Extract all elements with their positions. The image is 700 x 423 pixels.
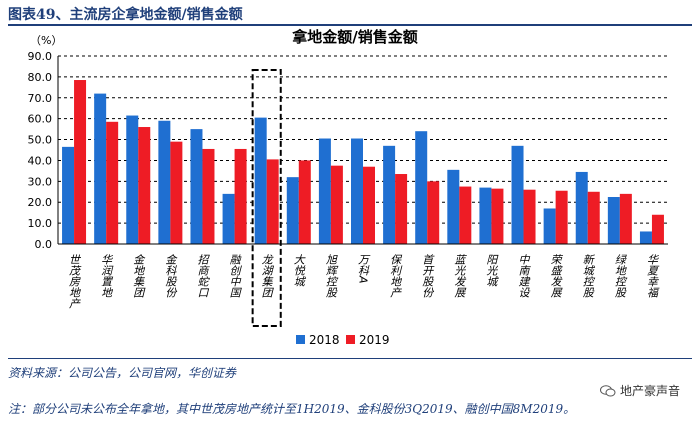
bar-2018-招商蛇口: [190, 129, 203, 244]
bar-2018-华润置地: [94, 93, 107, 244]
bar-2019-绿地控股: [619, 193, 632, 244]
x-tick-label: 蓝光发展: [452, 254, 466, 298]
x-tick-label: 荣盛发展: [549, 254, 563, 298]
x-tick-label: 华润置地: [99, 254, 113, 298]
bar-2019-融创中国: [234, 148, 247, 244]
x-axis-ticks: 世茂房地产 华润置地 金地集团 金科股份 招商蛇口 融创中国 龙湖集团 大悦城 旭辉控股 万科A 保…: [67, 254, 658, 309]
title-divider: [8, 24, 692, 26]
x-tick-label: 新城控股: [581, 254, 595, 298]
watermark: 地产豪声音: [599, 382, 680, 399]
x-tick-label: 万科A: [356, 254, 370, 284]
bar-2019-旭辉控股: [330, 165, 343, 244]
x-tick-label: 大悦城: [292, 254, 306, 287]
bar-2019-招商蛇口: [202, 148, 215, 244]
x-tick-label: 阳光城: [484, 254, 498, 287]
chart: 拿地金额/销售金额 （%） 0.0 10.0 20.0 30.0 40.0 50.0 60.…: [28, 28, 668, 347]
bar-2018-金地集团: [126, 115, 139, 245]
bar-2018-保利地产: [383, 145, 396, 244]
bar-2018-荣盛发展: [543, 208, 556, 244]
y-tick-label: 50.0: [28, 134, 53, 147]
wechat-icon: [599, 384, 616, 396]
bar-2019-万科A: [363, 166, 375, 244]
x-tick-label: 世茂房地产: [67, 254, 81, 309]
bar-2019-新城控股: [587, 191, 600, 244]
bar-2018-阳光城: [479, 187, 492, 244]
bar-2018-首开股份: [415, 131, 428, 244]
bar-2019-大悦城: [298, 160, 311, 244]
bar-2019-华夏幸福: [651, 214, 664, 244]
bar-2018-新城控股: [575, 171, 588, 244]
bar-2019-荣盛发展: [555, 190, 568, 244]
x-tick-label: 金科股份: [163, 254, 177, 298]
legend-label-2019: 2019: [359, 333, 390, 347]
legend-label-2018: 2018: [309, 333, 340, 347]
bar-2018-蓝光发展: [447, 169, 460, 244]
legend-swatch-2019: [346, 335, 355, 344]
bar-2018-绿地控股: [607, 197, 620, 244]
x-tick-label: 融创中国: [228, 254, 242, 298]
bar-2019-保利地产: [395, 174, 408, 244]
note-text: 注：部分公司未公布全年拿地，其中世茂房地产统计至1H2019、金科股份3Q201…: [8, 402, 576, 416]
bar-2018-龙湖集团: [254, 117, 267, 244]
y-tick-label: 30.0: [28, 175, 53, 188]
y-tick-label: 60.0: [28, 113, 53, 126]
bar-2018-中南建设: [511, 145, 524, 244]
x-tick-label: 华夏幸福: [645, 254, 659, 298]
bar-2018-华夏幸福: [639, 231, 652, 244]
bar-2018-世茂房地产: [62, 146, 75, 244]
bar-2018-融创中国: [222, 193, 235, 244]
y-tick-label: 10.0: [28, 217, 53, 230]
bar-2019-华润置地: [106, 121, 119, 244]
legend: 2018 2019: [296, 333, 390, 347]
bar-2019-世茂房地产: [74, 80, 87, 244]
x-tick-label: 保利地产: [388, 254, 402, 298]
bar-2018-大悦城: [286, 177, 299, 244]
y-axis-ticks: 0.0 10.0 20.0 30.0 40.0 50.0 60.0 70.0 80.0 90.0: [28, 50, 53, 251]
bar-2018-万科A: [351, 138, 363, 244]
x-tick-label: 旭辉控股: [324, 254, 338, 298]
x-tick-label: 招商蛇口: [195, 254, 209, 298]
bar-2019-首开股份: [427, 181, 440, 244]
x-tick-label: 龙湖集团: [260, 254, 274, 298]
x-tick-label: 金地集团: [131, 254, 145, 298]
bar-2019-阳光城: [491, 188, 504, 244]
y-tick-label: 20.0: [28, 196, 53, 209]
chart-title: 拿地金额/销售金额: [291, 28, 417, 46]
bar-2019-龙湖集团: [266, 159, 279, 244]
y-tick-label: 0.0: [35, 238, 53, 251]
x-tick-label: 中南建设: [517, 254, 531, 298]
figure-title: 图表49、主流房企拿地金额/销售金额: [8, 7, 243, 23]
x-tick-label: 首开股份: [420, 254, 434, 298]
bar-2018-金科股份: [158, 120, 171, 244]
bars: [62, 80, 664, 245]
y-tick-label: 80.0: [28, 71, 53, 84]
footer-divider: [8, 358, 692, 359]
bar-2019-中南建设: [523, 189, 536, 244]
y-tick-label: 40.0: [28, 154, 53, 167]
x-tick-label: 绿地控股: [613, 254, 627, 298]
source-text: 资料来源：公司公告，公司官网，华创证券: [8, 366, 237, 380]
bar-2019-金科股份: [170, 141, 183, 244]
legend-swatch-2018: [296, 335, 305, 344]
y-tick-label: 90.0: [28, 50, 53, 63]
y-axis-unit: （%）: [30, 34, 62, 47]
highlight-box: [251, 69, 282, 327]
bar-2018-旭辉控股: [318, 138, 331, 244]
y-tick-label: 70.0: [28, 92, 53, 105]
bar-2019-金地集团: [138, 127, 151, 244]
bar-2019-蓝光发展: [459, 186, 472, 244]
watermark-text: 地产豪声音: [619, 384, 680, 398]
